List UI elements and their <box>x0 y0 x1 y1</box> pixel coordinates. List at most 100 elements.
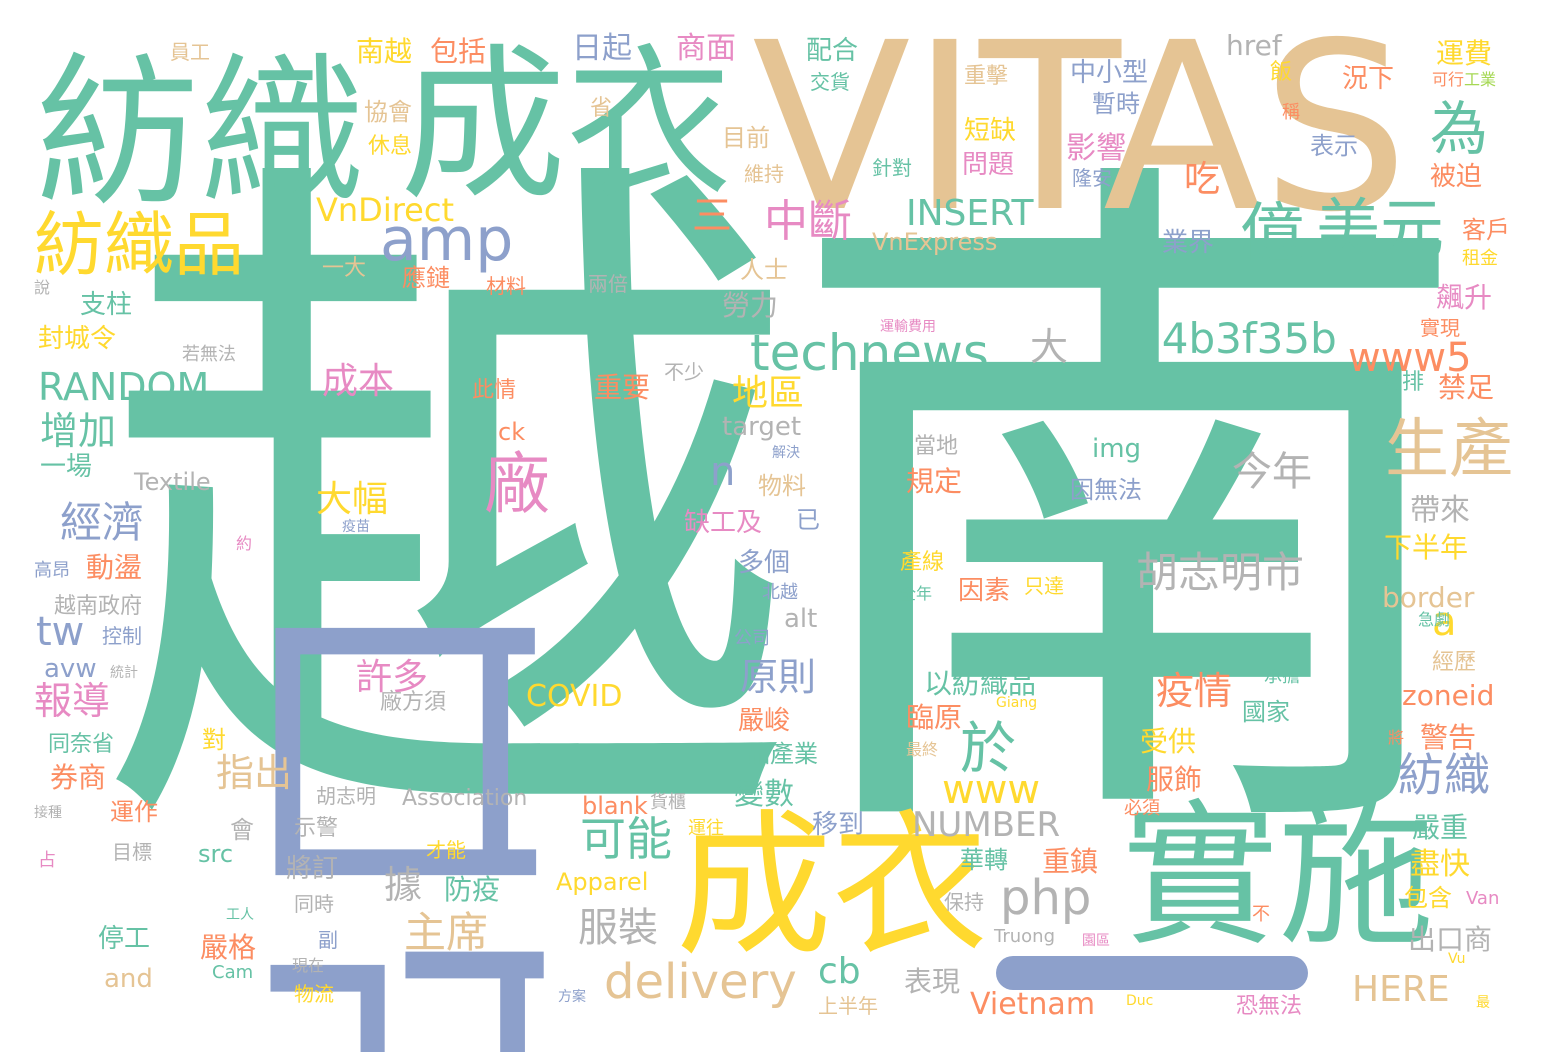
word-textile: Textile <box>134 468 211 496</box>
word-yunwang: 運往 <box>688 818 724 839</box>
word-here: HERE <box>1352 969 1450 1010</box>
word-zujin: 租金 <box>1462 248 1498 269</box>
word-mubiao: 目標 <box>112 840 152 864</box>
word-xianzai: 現在 <box>292 956 325 975</box>
word-beipo: 被迫 <box>1430 162 1483 192</box>
word-quegongji: 缺工及 <box>684 508 763 538</box>
word-yue-approx: 約 <box>236 534 253 553</box>
word-border: border <box>1382 581 1475 614</box>
word-yu: 於 <box>960 717 1016 782</box>
word-n: n <box>710 449 736 495</box>
word-apparel: Apparel <box>556 868 649 896</box>
word-sheng: 省 <box>590 96 613 121</box>
word-xiabannian: 下半年 <box>1384 531 1469 564</box>
word-zhan: 占 <box>38 850 56 871</box>
word-changfangxu: 廠方須 <box>380 690 447 715</box>
word-yunshufeiyong: 運輸費用 <box>880 319 936 335</box>
word-yanzhong: 嚴重 <box>1412 811 1469 844</box>
word-weichi: 維持 <box>744 162 784 186</box>
word-fengchengling: 封城令 <box>38 324 117 354</box>
word-xuduo: 許多 <box>356 657 429 698</box>
word-chengdan: 承擔 <box>1264 666 1300 687</box>
word-zhongduan: 中斷 <box>764 196 852 247</box>
word-dailai: 帶來 <box>1410 493 1470 528</box>
word-wuliu: 物流 <box>294 982 334 1006</box>
word-duanque: 短缺 <box>964 116 1017 146</box>
word-duc: Duc <box>1126 993 1154 1009</box>
word-shangbannian: 上半年 <box>818 994 878 1018</box>
word-kongzhi: 控制 <box>102 624 142 648</box>
word-yi: 億 <box>1240 197 1304 271</box>
word-wei: 為 <box>1430 95 1489 163</box>
word-yichang: 一場 <box>40 452 93 482</box>
word-baodao: 報導 <box>34 679 111 723</box>
word-tinggong: 停工 <box>98 924 151 954</box>
word-riqi: 日起 <box>572 31 632 66</box>
word-cheng: 稱 <box>1282 102 1300 123</box>
word-href: href <box>1226 29 1282 62</box>
word-longan: 隆安 <box>1072 166 1112 190</box>
word-shengchan: 生產 <box>1385 413 1513 487</box>
word-zhida: 只達 <box>1024 574 1064 598</box>
word-yuenan-zhengfu: 越南政府 <box>54 594 143 619</box>
word-zanshi: 暫時 <box>1092 90 1140 118</box>
word-www5: www5 <box>1348 335 1472 381</box>
word-yejie: 業界 <box>1162 228 1215 258</box>
word-yunfei: 運費 <box>1436 37 1493 70</box>
word-vu: Vu <box>1448 951 1466 967</box>
word-fangan: 方案 <box>558 989 586 1005</box>
word-xiuxi: 休息 <box>368 134 413 159</box>
word-zhongzhen: 重鎮 <box>1042 845 1099 878</box>
word-zhendui: 針對 <box>872 156 912 180</box>
word-chang: 廠 <box>484 446 550 523</box>
word-jiezhong: 接種 <box>34 805 62 821</box>
word-zui: 最 <box>1476 995 1490 1011</box>
word-yue: 越 <box>98 107 798 922</box>
word-yanjun: 嚴峻 <box>738 706 791 736</box>
word-jinkuai: 盡快 <box>1410 847 1470 882</box>
word-ruowufa: 若無法 <box>182 344 236 365</box>
word-jinggao: 警告 <box>1420 721 1477 754</box>
word-cailiao: 材料 <box>486 274 526 298</box>
word-random: RANDOM <box>38 365 210 409</box>
word-diqu: 地區 <box>732 373 805 414</box>
word-wuliao: 物料 <box>758 472 806 500</box>
word-vietnam: Vietnam <box>970 987 1096 1022</box>
word-amp: amp <box>380 205 514 275</box>
word-huogui: 貨櫃 <box>650 792 686 813</box>
word-chengyi: 成衣 <box>400 30 732 223</box>
word-vnexpress: VnExpress <box>872 228 998 256</box>
word-duoge: 多個 <box>738 548 791 578</box>
word-zhichu: 指出 <box>216 751 293 795</box>
word-keneng: 可能 <box>580 812 672 866</box>
word-number: NUMBER <box>912 805 1061 845</box>
word-muqian: 目前 <box>722 124 770 152</box>
word-cb: cb <box>818 951 861 992</box>
word-biaoshi: 表示 <box>1310 132 1358 160</box>
word-huazhuan: 華轉 <box>960 846 1008 874</box>
word-zengjia: 增加 <box>40 409 117 453</box>
word-zhongyao: 重要 <box>594 371 651 404</box>
word-kehu: 客戶 <box>1462 216 1510 244</box>
word-beiyue: 北越 <box>762 582 798 603</box>
word-ciqing: 此情 <box>472 378 517 403</box>
word-biaosheng: 飆升 <box>1436 281 1493 314</box>
word-jiju: 急劇 <box>1418 610 1451 629</box>
word-covid: COVID <box>526 679 623 714</box>
word-linyuan: 臨原 <box>906 701 963 734</box>
word-fangzhi: 紡織 <box>36 38 365 229</box>
word-yi-already: 已 <box>796 506 820 534</box>
word-chengyi-2: 成衣 <box>676 795 988 977</box>
word-hui: 會 <box>230 816 254 844</box>
word-yunzuo: 運作 <box>110 798 158 826</box>
word-da: 大 <box>1030 325 1069 369</box>
word-yinsu: 因素 <box>958 576 1011 606</box>
word-shijing: 示警 <box>294 816 339 841</box>
word-guojia: 國家 <box>1242 698 1290 726</box>
word-kongwufa: 恐無法 <box>1236 994 1303 1019</box>
word-quannian: 全年 <box>900 584 933 603</box>
word-yingxiang: 影響 <box>1066 131 1126 166</box>
word-bushao: 不少 <box>664 360 704 384</box>
word-jingji: 經濟 <box>60 498 145 547</box>
